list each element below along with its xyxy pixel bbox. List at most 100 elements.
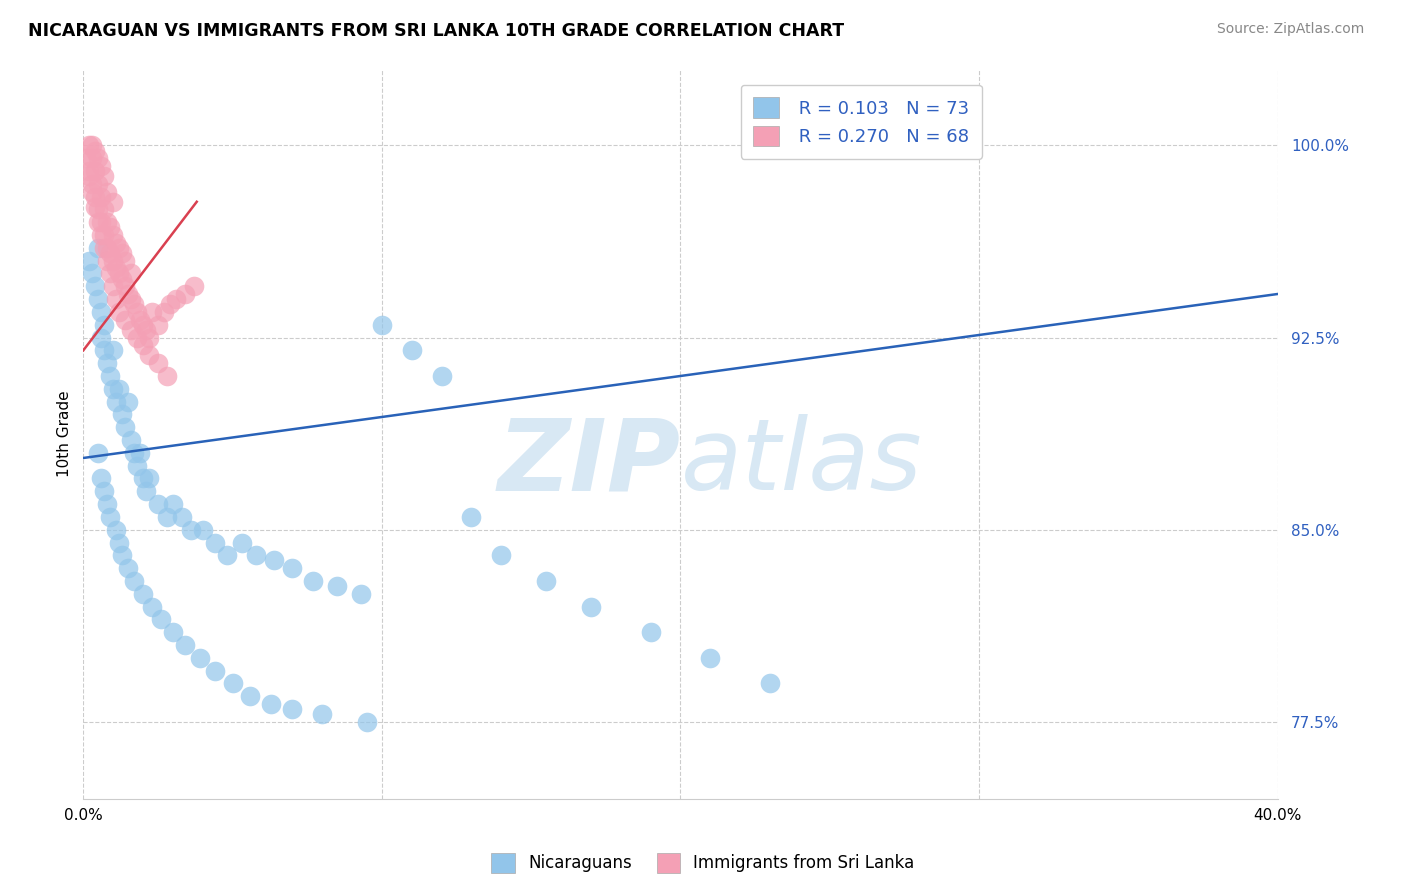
Point (138, 330, 160, 344)
Point (356, 714, 378, 729)
Point (82, 267, 104, 281)
Point (84, 144, 107, 158)
Point (302, 574, 325, 588)
Point (96, 241, 118, 255)
Point (132, 318, 155, 332)
Point (96, 497, 118, 511)
Point (117, 394, 139, 409)
Point (138, 471, 160, 485)
Point (162, 497, 184, 511)
Point (191, 523, 214, 537)
Point (120, 292, 142, 306)
Point (98, 246, 121, 260)
Point (350, 587, 373, 601)
Point (132, 471, 155, 485)
Point (93, 318, 115, 332)
Point (77, 253, 100, 268)
Point (120, 323, 142, 337)
Point (132, 338, 155, 352)
Point (129, 446, 152, 460)
Point (114, 253, 136, 268)
Point (90, 330, 112, 344)
Point (122, 574, 145, 588)
Point (98, 267, 121, 281)
Point (87, 215, 110, 229)
Point (98, 509, 121, 524)
Point (120, 433, 142, 447)
Point (204, 535, 226, 549)
Point (82, 185, 104, 199)
Point (105, 261, 128, 276)
Point (215, 549, 238, 563)
Point (146, 497, 169, 511)
Point (105, 394, 128, 409)
Point (125, 305, 148, 319)
Point (141, 305, 163, 319)
Point (111, 408, 134, 422)
Point (162, 625, 184, 640)
Point (281, 702, 304, 716)
Point (87, 177, 110, 191)
Point (111, 271, 134, 285)
Point (87, 446, 110, 460)
Point (120, 267, 142, 281)
Point (93, 169, 115, 183)
Point (96, 185, 118, 199)
Point (135, 323, 157, 337)
Point (93, 343, 115, 358)
Point (101, 279, 124, 293)
Point (141, 599, 163, 614)
Point (430, 369, 453, 384)
Point (122, 446, 145, 460)
Text: NICARAGUAN VS IMMIGRANTS FROM SRI LANKA 10TH GRADE CORRELATION CHART: NICARAGUAN VS IMMIGRANTS FROM SRI LANKA … (28, 22, 844, 40)
Point (101, 228, 124, 243)
Point (326, 579, 349, 593)
Point (759, 676, 782, 690)
Point (146, 356, 169, 370)
Point (90, 228, 112, 243)
Point (77, 138, 100, 153)
Point (90, 215, 112, 229)
Point (173, 638, 195, 652)
Point (87, 292, 110, 306)
Point (699, 650, 721, 665)
Point (231, 535, 253, 549)
Point (156, 509, 179, 524)
Point (93, 241, 115, 255)
Point (263, 553, 285, 567)
Point (460, 509, 482, 524)
Point (84, 200, 107, 214)
Point (371, 318, 394, 332)
Point (77, 169, 100, 183)
Point (188, 650, 211, 665)
Point (87, 241, 110, 255)
Point (90, 189, 112, 203)
Point (105, 235, 128, 250)
Point (132, 587, 155, 601)
Point (96, 215, 118, 229)
Point (129, 312, 152, 326)
Point (125, 330, 148, 344)
Point (117, 287, 139, 301)
Point (96, 356, 118, 370)
Point (153, 305, 176, 319)
Point (90, 305, 112, 319)
Point (98, 220, 121, 235)
Point (114, 279, 136, 293)
Point (90, 159, 112, 173)
Point (239, 690, 262, 704)
Point (122, 297, 145, 311)
Point (114, 420, 136, 434)
Point (640, 625, 662, 640)
Point (180, 523, 202, 537)
Point (105, 523, 128, 537)
Point (401, 343, 423, 358)
Y-axis label: 10th Grade: 10th Grade (58, 391, 72, 477)
Point (311, 707, 333, 722)
Text: atlas: atlas (681, 415, 922, 511)
Point (82, 177, 104, 191)
Point (491, 549, 513, 563)
Point (111, 549, 134, 563)
Point (281, 561, 304, 575)
Text: ZIP: ZIP (498, 415, 681, 511)
